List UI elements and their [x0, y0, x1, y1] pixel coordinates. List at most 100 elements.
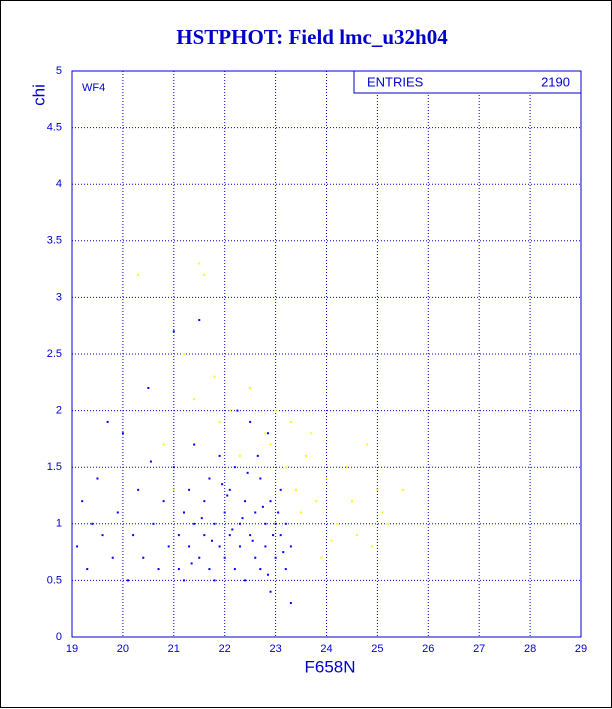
- point: [218, 454, 221, 457]
- point: [193, 398, 196, 401]
- x-tick-label: 20: [117, 643, 129, 655]
- point: [264, 522, 267, 525]
- y-tick-label: 2: [56, 405, 62, 417]
- point: [259, 477, 262, 480]
- point: [162, 500, 165, 503]
- point: [213, 579, 216, 582]
- y-tick-label: 0: [56, 631, 62, 643]
- x-tick-label: 26: [422, 643, 434, 655]
- point: [266, 432, 269, 435]
- x-tick-label: 24: [320, 643, 332, 655]
- panel-label: WF4: [82, 82, 105, 94]
- point: [269, 590, 272, 593]
- y-tick-label: 4: [56, 178, 62, 190]
- point: [162, 443, 165, 446]
- point: [86, 568, 89, 571]
- point: [238, 454, 241, 457]
- point: [279, 534, 282, 537]
- point: [228, 409, 231, 412]
- x-tick-label: 29: [575, 643, 587, 655]
- point: [386, 522, 389, 525]
- point: [228, 534, 231, 537]
- point: [269, 443, 272, 446]
- point: [132, 534, 135, 537]
- point: [325, 477, 328, 480]
- point: [274, 522, 277, 525]
- point: [233, 466, 236, 469]
- point: [401, 488, 404, 491]
- point: [251, 539, 254, 542]
- point: [330, 539, 333, 542]
- point: [182, 579, 185, 582]
- point: [208, 477, 211, 480]
- point: [116, 511, 119, 514]
- point: [172, 466, 175, 469]
- point: [284, 466, 287, 469]
- point: [261, 505, 264, 508]
- point: [76, 545, 79, 548]
- point: [266, 573, 269, 576]
- point: [300, 511, 303, 514]
- point: [284, 522, 287, 525]
- point: [193, 443, 196, 446]
- point: [305, 454, 308, 457]
- point: [218, 545, 221, 548]
- stats-label: ENTRIES: [367, 74, 424, 89]
- point: [182, 511, 185, 514]
- point: [126, 579, 129, 582]
- point: [289, 545, 292, 548]
- point: [356, 534, 359, 537]
- point: [228, 488, 231, 491]
- point: [246, 471, 249, 474]
- point: [188, 545, 191, 548]
- point: [381, 511, 384, 514]
- point: [81, 500, 84, 503]
- point: [96, 477, 99, 480]
- point: [182, 353, 185, 355]
- point: [157, 568, 160, 571]
- point: [259, 568, 262, 571]
- point: [376, 488, 379, 491]
- point: [315, 500, 318, 503]
- point: [190, 562, 193, 565]
- point: [249, 420, 252, 423]
- point: [198, 556, 201, 559]
- point: [167, 545, 170, 548]
- x-axis-label: F658N: [304, 657, 355, 676]
- point: [238, 545, 241, 548]
- point: [272, 534, 275, 537]
- point: [350, 500, 353, 503]
- y-tick-label: 1: [56, 518, 62, 530]
- point: [366, 443, 369, 446]
- x-tick-label: 21: [168, 643, 180, 655]
- point: [264, 432, 267, 435]
- y-tick-label: 3.5: [47, 235, 62, 247]
- plot-area: [71, 70, 582, 638]
- point: [264, 545, 267, 548]
- y-tick-label: 2.5: [47, 348, 62, 360]
- x-tick-label: 19: [66, 643, 78, 655]
- point: [152, 522, 155, 525]
- point: [198, 262, 201, 265]
- y-tick-label: 5: [56, 65, 62, 77]
- point: [223, 556, 226, 559]
- point: [193, 522, 196, 525]
- y-tick-label: 3: [56, 291, 62, 303]
- point: [310, 432, 313, 435]
- point: [226, 494, 229, 497]
- point: [177, 534, 180, 537]
- point: [236, 409, 239, 412]
- y-axis-label: chi: [29, 84, 48, 106]
- point: [221, 483, 224, 486]
- point: [203, 500, 206, 503]
- point: [294, 488, 297, 491]
- point: [238, 522, 241, 525]
- x-tick-label: 22: [219, 643, 231, 655]
- point: [101, 534, 104, 537]
- point: [177, 568, 180, 571]
- point: [198, 319, 201, 322]
- point: [241, 517, 244, 520]
- point: [121, 432, 124, 435]
- point: [345, 466, 348, 469]
